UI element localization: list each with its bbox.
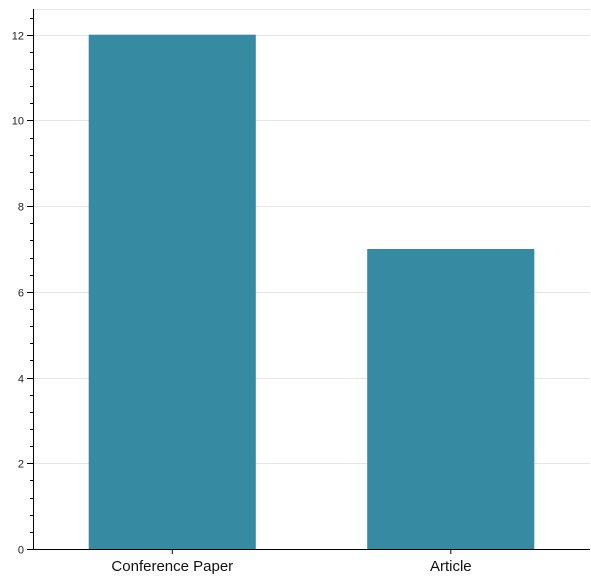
bars <box>88 34 535 549</box>
labels: Conference Paper Article 0 2 4 6 8 10 12 <box>12 31 472 576</box>
y-tick-label-2: 2 <box>18 459 24 471</box>
x-tick-label-conference-paper: Conference Paper <box>111 558 233 575</box>
y-tick-label-4: 4 <box>18 374 24 386</box>
y-tick-label-10: 10 <box>12 116 24 128</box>
y-tick-label-8: 8 <box>18 202 24 214</box>
y-tick-label-0: 0 <box>18 545 24 557</box>
y-tick-label-6: 6 <box>18 288 24 300</box>
x-tick-label-article: Article <box>430 558 472 575</box>
bar-conference-paper <box>88 34 256 549</box>
axes <box>27 9 590 554</box>
bar-article <box>367 249 535 549</box>
y-tick-label-12: 12 <box>12 31 24 43</box>
